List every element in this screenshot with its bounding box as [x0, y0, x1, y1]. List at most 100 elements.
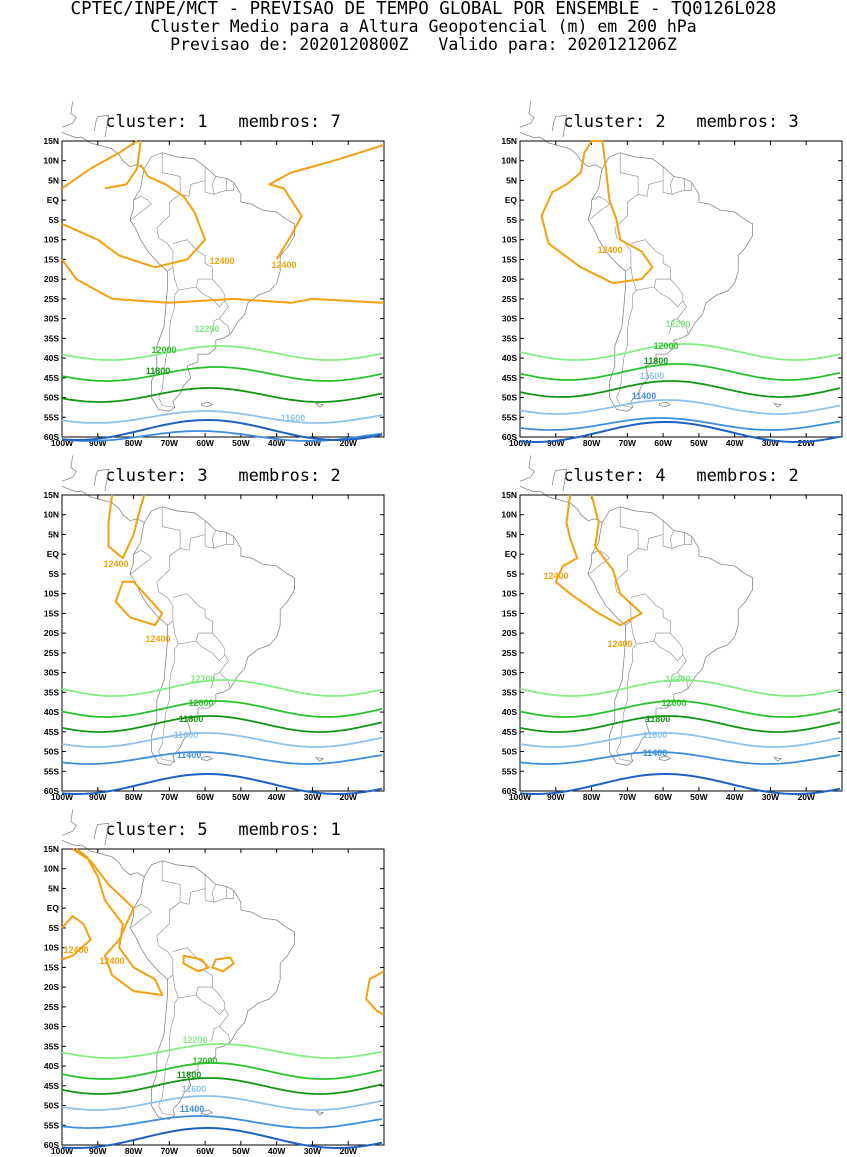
contour-11800	[61, 387, 383, 403]
contour-label-12400: 12400	[103, 559, 128, 569]
map-plot: 15N 10N 5N EQ 5S 10S 15S 20S 25S 30S 35S 40S 45S 50S 5…	[43, 101, 385, 448]
panel-title: cluster: 5 membros: 1	[105, 820, 341, 840]
lat-tick-label: 45S	[44, 373, 59, 383]
country-borders	[129, 860, 234, 1116]
contour-11200	[519, 421, 841, 443]
contour-12400	[211, 956, 235, 973]
falkland-islands	[201, 1109, 214, 1116]
country-border	[226, 182, 234, 191]
contour-12200	[61, 345, 383, 361]
cluster-panel-1: cluster: 1 membros: 7 15N 10N 5N EQ 5S 10S 15S…	[43, 101, 385, 448]
lat-tick-label: 30S	[44, 314, 59, 324]
contour-label-11800: 11800	[644, 356, 669, 366]
lat-tick-label: 10N	[43, 156, 59, 166]
country-border	[630, 593, 671, 645]
contour-label-11600: 11600	[174, 730, 199, 740]
yucatan-coast	[93, 114, 109, 138]
falkland-islands	[201, 401, 214, 408]
lon-tick-label: 50W	[232, 792, 250, 802]
lat-tick-label: 50S	[44, 747, 59, 757]
central-america-coast	[61, 131, 145, 169]
contour-label-12400: 12400	[63, 945, 88, 955]
lat-tick-label: EQ	[505, 195, 518, 205]
contour-12400	[61, 258, 385, 304]
contour-label-11600: 11600	[182, 1084, 207, 1094]
lon-tick-label: 70W	[161, 438, 179, 448]
country-border	[180, 166, 206, 197]
lon-tick-label: 70W	[619, 438, 637, 448]
lat-tick-label: 5S	[507, 569, 518, 579]
cluster-panel-2: cluster: 2 membros: 3 15N 10N 5N EQ 5S 10S 15S…	[501, 101, 843, 448]
country-border	[172, 593, 213, 645]
country-borders	[129, 152, 234, 408]
lat-tick-label: 20S	[502, 274, 517, 284]
contour-11800	[519, 380, 841, 398]
lat-tick-label: 50S	[502, 393, 517, 403]
lat-tick-label: EQ	[47, 903, 60, 913]
lon-tick-label: 50W	[232, 1146, 250, 1156]
lon-tick-label: 40W	[268, 792, 286, 802]
lat-tick-label: 30S	[44, 668, 59, 678]
lat-tick-label: 15S	[44, 254, 59, 264]
map-background	[520, 141, 842, 437]
lat-tick-label: 30S	[502, 668, 517, 678]
contour-12000	[61, 366, 383, 382]
contour-label-12400: 12400	[271, 260, 296, 270]
country-border	[614, 506, 639, 626]
contour-label-12000: 12000	[661, 698, 686, 708]
lon-tick-label: 70W	[161, 1146, 179, 1156]
lat-tick-label: 5S	[49, 569, 60, 579]
lat-tick-label: 45S	[44, 1081, 59, 1091]
contour-label-12400: 12400	[543, 571, 568, 581]
lat-tick-label: 15N	[43, 136, 59, 146]
lat-tick-label: 40S	[44, 353, 59, 363]
lon-tick-label: 40W	[726, 792, 744, 802]
contour-11600	[61, 732, 383, 748]
country-border	[195, 986, 226, 1016]
lon-tick-label: 30W	[304, 792, 322, 802]
contour-11800	[61, 1077, 383, 1095]
country-border	[210, 1008, 229, 1043]
country-border	[129, 195, 152, 221]
figure-subtitle: Cluster Medio para a Altura Geopotencial…	[150, 17, 697, 36]
lon-tick-label: 80W	[125, 438, 143, 448]
contour-11200	[61, 419, 383, 441]
lon-tick-label: 70W	[161, 792, 179, 802]
south-america-coast	[129, 152, 295, 412]
lat-tick-label: 10N	[501, 156, 517, 166]
central-america-coast	[519, 131, 603, 169]
south-america-coast	[587, 152, 753, 412]
lat-tick-label: 10S	[502, 589, 517, 599]
contour-label-12200: 12200	[194, 324, 219, 334]
lon-tick-label: 100W	[509, 438, 532, 448]
contour-11200	[61, 1127, 383, 1149]
yucatan-coast	[93, 822, 109, 846]
lat-tick-label: 10S	[502, 235, 517, 245]
lon-tick-label: 90W	[89, 1146, 107, 1156]
south-georgia-islands	[314, 756, 325, 762]
lat-tick-label: 40S	[502, 353, 517, 363]
country-border	[671, 178, 685, 195]
lat-tick-label: 55S	[502, 412, 517, 422]
country-border	[684, 182, 692, 191]
contour-label-11800: 11800	[179, 714, 204, 724]
map-background	[62, 495, 384, 791]
lat-tick-label: 25S	[44, 648, 59, 658]
lat-tick-label: 35S	[44, 1041, 59, 1051]
lat-tick-label: 25S	[502, 648, 517, 658]
lon-tick-label: 90W	[547, 792, 565, 802]
lon-tick-label: 20W	[339, 438, 357, 448]
contour-11400	[61, 1115, 383, 1129]
contour-label-11800: 11800	[646, 714, 671, 724]
country-borders	[129, 506, 234, 762]
contour-11400	[61, 751, 383, 765]
lon-tick-label: 90W	[89, 438, 107, 448]
coastlines	[61, 809, 325, 1120]
country-border	[195, 278, 226, 308]
south-america-coast	[129, 506, 295, 766]
lon-tick-label: 30W	[762, 438, 780, 448]
lat-tick-label: 45S	[502, 727, 517, 737]
cluster-panel-3: cluster: 3 membros: 2 15N 10N 5N EQ 5S 10S 15S…	[43, 455, 385, 802]
country-border	[226, 890, 234, 899]
coastlines	[61, 455, 325, 766]
